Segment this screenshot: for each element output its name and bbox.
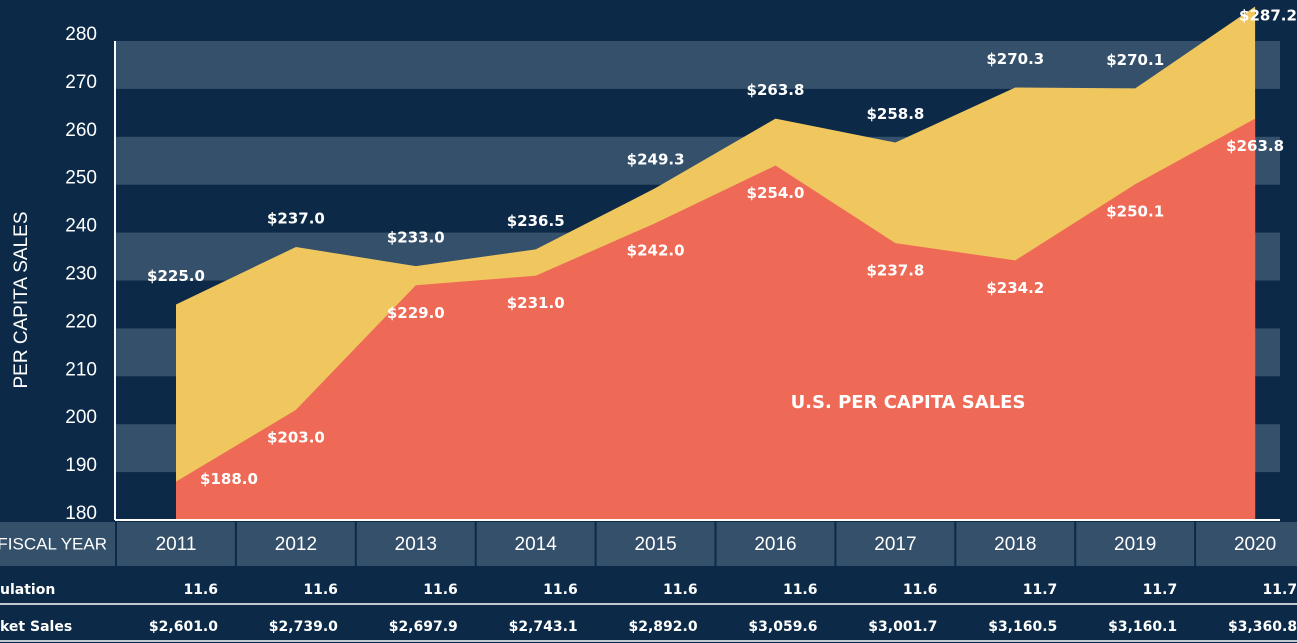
table-header-label: FISCAL YEAR (0, 534, 107, 553)
table-cell: $3,001.7 (868, 619, 937, 635)
value-label: $263.8 (1226, 137, 1284, 155)
table-cell: 11.6 (303, 582, 338, 598)
y-tick-label: 220 (65, 311, 97, 332)
value-label: $229.0 (387, 304, 445, 322)
value-label: $254.0 (747, 184, 805, 202)
value-label: $225.0 (147, 267, 205, 285)
table-cell: $3,160.5 (988, 619, 1057, 635)
value-label: $242.0 (627, 242, 685, 260)
x-tick-label: 2015 (634, 534, 676, 555)
value-label: $233.0 (387, 229, 445, 247)
x-tick-label: 2014 (515, 534, 558, 555)
value-label: $231.0 (507, 294, 565, 312)
table-cell: 11.6 (663, 582, 698, 598)
value-label: $270.1 (1106, 51, 1164, 69)
x-tick-label: 2017 (874, 534, 916, 555)
table-cell: 11.6 (903, 582, 938, 598)
table-cell: 11.6 (183, 582, 218, 598)
y-tick-label: 240 (65, 216, 97, 237)
grid-band (115, 41, 1280, 89)
x-tick-label: 2018 (994, 534, 1036, 555)
value-label: $287.2 (1239, 7, 1297, 25)
y-tick-label: 270 (65, 72, 97, 93)
value-label: $249.3 (627, 151, 685, 169)
y-tick-label: 250 (65, 168, 97, 189)
y-tick-label: 180 (65, 503, 97, 524)
value-label: $236.5 (507, 212, 565, 230)
table-cell: $3,160.1 (1108, 619, 1177, 635)
row-label: ket Sales (0, 619, 72, 635)
x-tick-label: 2020 (1234, 534, 1276, 555)
value-label: $188.0 (200, 470, 258, 488)
y-tick-label: 200 (65, 407, 97, 428)
table-cell: 11.6 (543, 582, 578, 598)
table-cell: 11.6 (783, 582, 818, 598)
table-cell: $2,601.0 (149, 619, 218, 635)
y-axis-label: PER CAPITA SALES (11, 211, 32, 388)
value-label: $237.8 (866, 262, 924, 280)
value-label: $234.2 (986, 279, 1044, 297)
x-tick-label: 2016 (754, 534, 796, 555)
x-tick-label: 2012 (275, 534, 317, 555)
y-tick-label: 210 (65, 359, 97, 380)
table-cell: $2,892.0 (629, 619, 698, 635)
y-tick-label: 280 (65, 24, 97, 45)
value-label: $203.0 (267, 428, 325, 446)
area (176, 118, 1256, 521)
table-cell: 11.7 (1023, 582, 1058, 598)
table-cell: 11.7 (1143, 582, 1178, 598)
table-header (0, 522, 1297, 566)
value-label: $263.8 (747, 81, 805, 99)
value-label: $270.3 (986, 50, 1044, 68)
y-tick-label: 260 (65, 120, 97, 141)
x-tick-label: 2019 (1114, 534, 1156, 555)
table-cell: $2,739.0 (269, 619, 338, 635)
table-cell: $3,360.8 (1228, 619, 1297, 635)
annotation: U.S. PER CAPITA SALES (791, 392, 1026, 413)
value-label: $237.0 (267, 209, 325, 227)
y-tick-label: 190 (65, 455, 97, 476)
x-tick-label: 2013 (395, 534, 437, 555)
areas (176, 6, 1256, 521)
value-label: $250.1 (1106, 203, 1164, 221)
table-cell: $2,697.9 (389, 619, 458, 635)
table-cell: $3,059.6 (748, 619, 817, 635)
table-cell: 11.6 (423, 582, 458, 598)
y-tick-label: 230 (65, 264, 97, 285)
row-label: ulation (0, 582, 55, 598)
table-cell: $2,743.1 (509, 619, 578, 635)
x-tick-label: 2011 (156, 534, 197, 555)
table-cell: 11.7 (1263, 582, 1297, 598)
value-label: $258.8 (866, 105, 924, 123)
